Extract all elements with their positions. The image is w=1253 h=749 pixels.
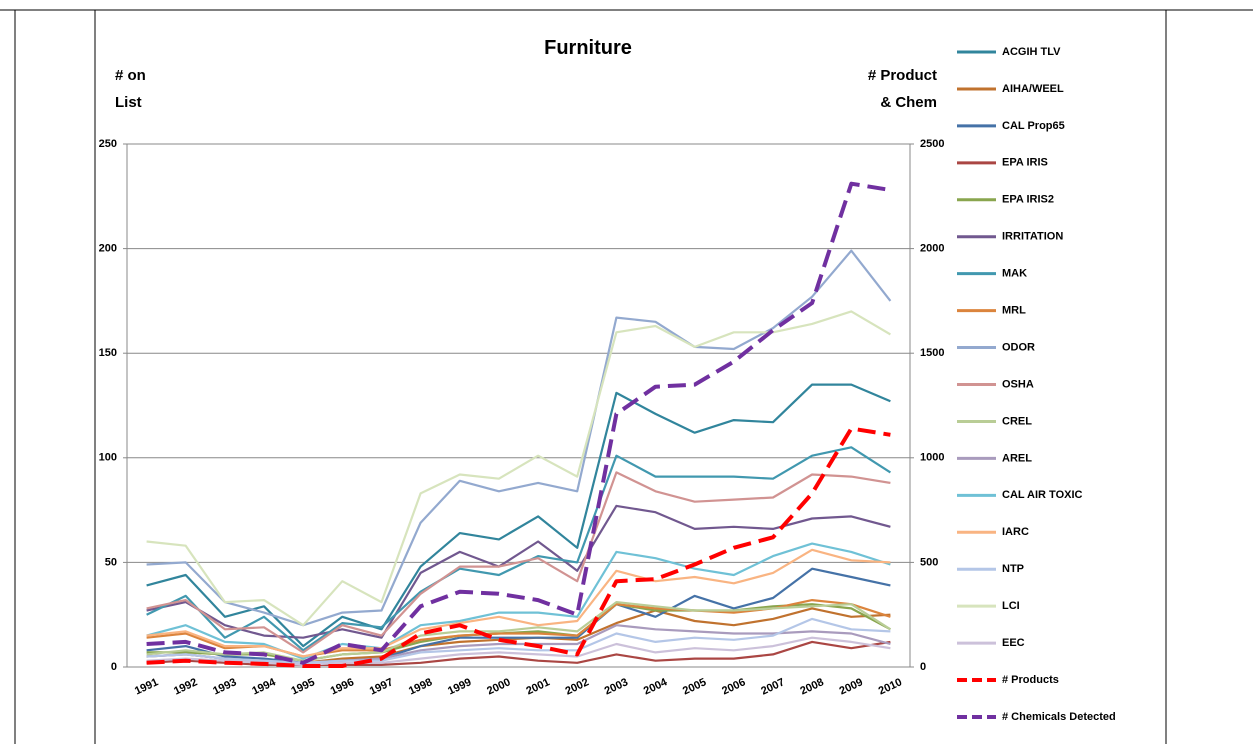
y2-axis-label: & Chem — [880, 94, 937, 111]
legend-label: MRL — [1002, 305, 1026, 317]
y-tick-label: 200 — [99, 243, 117, 255]
y2-tick-label: 0 — [920, 661, 926, 673]
series-line — [146, 600, 891, 662]
y-axis-label: List — [115, 94, 142, 111]
series-line — [146, 426, 891, 668]
series-line — [146, 567, 891, 664]
y-tick-label: 150 — [99, 347, 117, 359]
legend-label: CAL Prop65 — [1002, 120, 1065, 132]
series-line — [146, 542, 891, 660]
legend-label: ACGIH TLV — [1002, 46, 1061, 58]
legend-label: IARC — [1002, 526, 1029, 538]
y2-axis-label: # Product — [868, 67, 937, 84]
series-line — [146, 617, 891, 664]
legend-label: # Chemicals Detected — [1002, 711, 1116, 723]
series-line — [146, 636, 891, 667]
series-line — [146, 504, 891, 639]
legend-label: EEC — [1002, 637, 1025, 649]
legend-label: AIHA/WEEL — [1002, 83, 1064, 95]
legend-label: LCI — [1002, 600, 1020, 612]
y2-tick-label: 1000 — [920, 452, 944, 464]
y2-tick-label: 2000 — [920, 243, 944, 255]
series-line — [146, 383, 891, 648]
legend-label: EPA IRIS — [1002, 157, 1048, 169]
legend-label: # Products — [1002, 674, 1059, 686]
y2-tick-label: 1500 — [920, 347, 944, 359]
legend-label: EPA IRIS2 — [1002, 194, 1054, 206]
y-tick-label: 250 — [99, 138, 117, 150]
y-tick-label: 0 — [111, 661, 117, 673]
y-axis-label: # on — [115, 67, 146, 84]
series-line — [146, 181, 891, 665]
chart-title: Furniture — [544, 37, 632, 59]
series-line — [146, 471, 891, 654]
series-line — [146, 640, 891, 667]
legend-label: OSHA — [1002, 378, 1034, 390]
legend-label: AREL — [1002, 452, 1032, 464]
y-tick-label: 50 — [105, 556, 117, 568]
y2-tick-label: 2500 — [920, 138, 944, 150]
y2-tick-label: 500 — [920, 556, 938, 568]
series-line — [146, 548, 891, 658]
series-line — [146, 446, 891, 652]
legend-label: CREL — [1002, 415, 1032, 427]
legend-label: MAK — [1002, 268, 1027, 280]
legend-label: CAL AIR TOXIC — [1002, 489, 1083, 501]
y-tick-label: 100 — [99, 452, 117, 464]
legend-label: ODOR — [1002, 341, 1035, 353]
legend-label: NTP — [1002, 563, 1024, 575]
legend-label: IRRITATION — [1002, 231, 1063, 243]
series-line — [146, 310, 891, 627]
